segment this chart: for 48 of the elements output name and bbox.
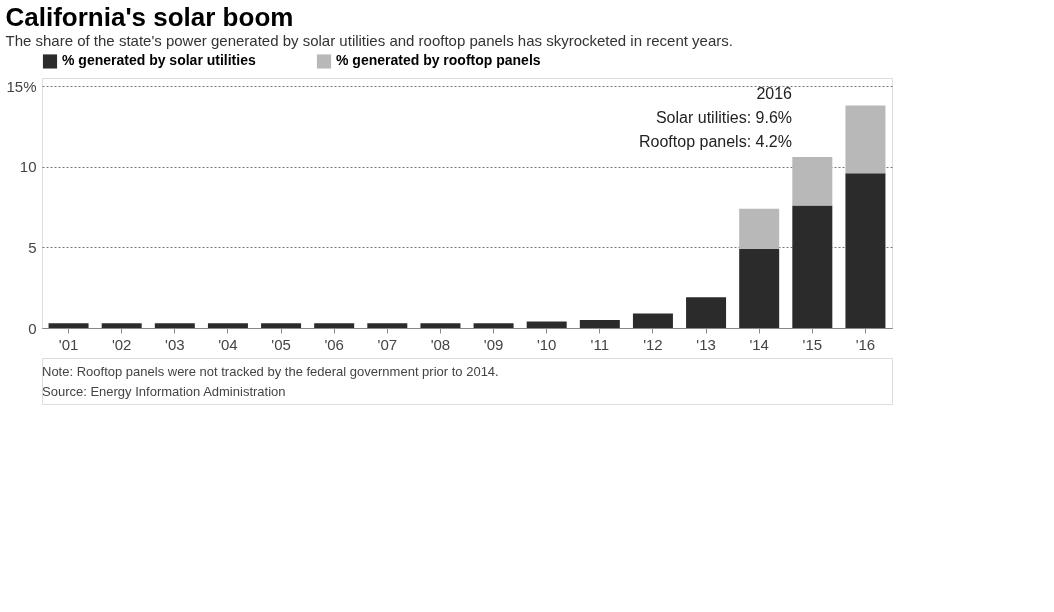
x-tick-label: '12 bbox=[643, 335, 663, 353]
bar bbox=[632, 313, 673, 328]
x-tick-label: '04 bbox=[218, 335, 238, 353]
y-tick-label: 10 bbox=[19, 158, 37, 176]
text: Note: Rooftop panels were not tracked by the federal government prior to 2014. bbox=[42, 364, 499, 379]
bar bbox=[154, 323, 195, 328]
y-tick-label: 5 bbox=[28, 238, 37, 256]
x-tick-label: '06 bbox=[324, 335, 344, 353]
legend-label: % generated by rooftop panels bbox=[336, 52, 541, 69]
legend-label: % generated by solar utilities bbox=[62, 52, 256, 69]
x-tick-label: '08 bbox=[430, 335, 451, 353]
annotation: 2016 bbox=[756, 85, 793, 102]
x-tick-label: '13 bbox=[696, 335, 716, 353]
bar bbox=[792, 205, 833, 328]
bar bbox=[314, 323, 355, 328]
x-tick-label: '16 bbox=[855, 335, 876, 353]
chart-subtitle: The share of the state's power generated by solar utilities and rooftop panels has skyrocketed in recent years. bbox=[5, 32, 733, 49]
bar bbox=[739, 208, 780, 249]
x-tick-label: '15 bbox=[802, 335, 823, 353]
bar bbox=[473, 323, 514, 328]
bar bbox=[526, 321, 567, 328]
x-tick-label: '11 bbox=[590, 335, 610, 353]
annotation: Rooftop panels: 4.2% bbox=[639, 133, 792, 150]
bar bbox=[739, 248, 780, 328]
annotation: Solar utilities: 9.6% bbox=[655, 109, 792, 126]
bar bbox=[101, 323, 142, 328]
bar bbox=[367, 323, 408, 328]
x-tick-label: '02 bbox=[111, 335, 132, 353]
x-tick-label: '14 bbox=[749, 335, 769, 353]
bar bbox=[686, 297, 727, 328]
x-tick-label: '01 bbox=[58, 335, 79, 353]
source-note: Source: Energy Information Administration bbox=[42, 384, 286, 399]
x-tick-label: '10 bbox=[536, 335, 557, 353]
y-tick-label: 0 bbox=[28, 319, 37, 337]
bar bbox=[579, 319, 620, 328]
chart-title: California's solar boom bbox=[5, 2, 294, 32]
y-tick-label: 15% bbox=[6, 77, 37, 95]
bar bbox=[845, 105, 886, 174]
bar bbox=[792, 157, 833, 206]
bar bbox=[261, 323, 302, 328]
x-tick-label: '03 bbox=[165, 335, 185, 353]
bar bbox=[207, 323, 248, 328]
x-tick-label: '09 bbox=[483, 335, 504, 353]
bar bbox=[48, 323, 89, 328]
x-tick-label: '07 bbox=[377, 335, 398, 353]
bar bbox=[845, 173, 886, 328]
bar bbox=[420, 323, 461, 328]
x-tick-label: '05 bbox=[271, 335, 291, 353]
